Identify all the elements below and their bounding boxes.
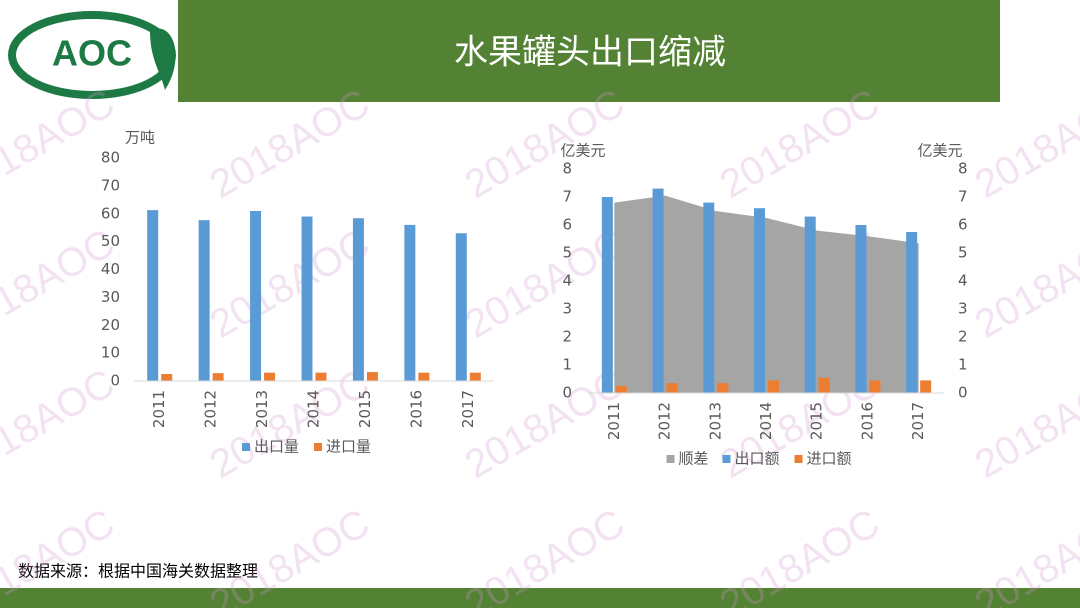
y2-axis-title: 亿美元 (917, 142, 962, 160)
x-tick-label: 2011 (605, 402, 623, 440)
legend-swatch (242, 443, 250, 451)
watermark: 2018AOC (203, 221, 377, 347)
x-tick-label: 2016 (858, 402, 876, 440)
logo: AOC (8, 11, 176, 99)
y2-tick-label: 3 (958, 300, 968, 318)
chart: 0 10 20 30 40 50 60 70 80 万吨 2011 2012 2013 2014 2015 2… (101, 129, 494, 456)
x-tick-label: 2012 (656, 402, 674, 440)
bar (366, 372, 378, 381)
x-tick-label: 2015 (356, 390, 374, 428)
watermark: 2018AOC (968, 361, 1080, 487)
legend-label: 顺差 (679, 450, 709, 468)
bar (717, 383, 729, 393)
legend-swatch (794, 455, 803, 463)
y-tick-label: 40 (101, 260, 120, 278)
y-tick-label: 7 (562, 188, 572, 206)
bar (147, 210, 159, 381)
y2-tick-label: 2 (958, 328, 968, 346)
y-tick-label: 5 (562, 244, 572, 262)
watermark: 2018AOC (0, 361, 122, 487)
bar (455, 233, 467, 381)
y-tick-label: 0 (562, 384, 572, 402)
area (614, 195, 919, 393)
x-tick-label: 2014 (757, 402, 775, 440)
legend-label: 进口量 (326, 438, 371, 456)
y-tick-label: 8 (562, 160, 572, 178)
x-tick-label: 2012 (202, 390, 220, 428)
x-tick-label: 2011 (150, 390, 168, 428)
logo-text: AOC (52, 33, 132, 74)
watermark: 2018AOC (203, 361, 377, 487)
x-tick-label: 2016 (407, 390, 425, 428)
x-tick-label: 2013 (706, 402, 724, 440)
bar (315, 372, 327, 381)
x-tick-label: 2015 (808, 402, 826, 440)
bar (666, 383, 678, 393)
legend-label: 进口额 (807, 450, 852, 468)
bar (161, 374, 173, 381)
bar (418, 372, 430, 381)
y-tick-label: 70 (101, 176, 120, 194)
footer-bar (0, 588, 1080, 608)
source-note: 数据来源：根据中国海关数据整理 (18, 562, 258, 581)
y2-tick-label: 6 (958, 216, 968, 234)
y-tick-label: 1 (562, 356, 572, 374)
y-tick-label: 50 (101, 232, 120, 250)
bar (869, 380, 881, 393)
legend-swatch (666, 455, 675, 463)
y2-tick-label: 1 (958, 356, 968, 374)
x-tick-label: 2014 (305, 390, 323, 428)
bar (469, 372, 481, 381)
y-tick-label: 0 (110, 372, 120, 390)
legend-swatch (722, 455, 731, 463)
bar (906, 232, 918, 393)
y-axis-title: 万吨 (125, 129, 155, 147)
y2-tick-label: 4 (958, 272, 968, 290)
bar (301, 216, 313, 381)
bar (768, 380, 779, 393)
y2-tick-label: 7 (958, 188, 968, 206)
bar (198, 220, 210, 381)
watermark: 2018AOC (968, 221, 1080, 347)
bar (804, 216, 816, 393)
legend-label: 出口额 (735, 450, 780, 468)
bar (703, 202, 715, 393)
y-axis-title: 亿美元 (560, 142, 605, 160)
y-tick-label: 6 (562, 216, 572, 234)
bar (855, 225, 867, 393)
title-bar (178, 0, 1000, 102)
y-tick-label: 80 (101, 149, 120, 167)
y-tick-label: 60 (101, 204, 120, 222)
bar (250, 210, 262, 381)
y-tick-label: 3 (562, 300, 572, 318)
bar (754, 208, 765, 393)
y-tick-label: 4 (562, 272, 572, 290)
bar (352, 218, 364, 381)
legend-label: 出口量 (254, 438, 299, 456)
bar (920, 380, 932, 393)
x-tick-label: 2017 (459, 390, 477, 428)
y-tick-label: 30 (101, 288, 120, 306)
y-tick-label: 2 (562, 328, 572, 346)
bar (818, 377, 830, 393)
bar (212, 373, 224, 381)
x-tick-label: 2017 (909, 402, 927, 440)
legend-swatch (314, 443, 322, 451)
bar (652, 188, 664, 393)
y-tick-label: 20 (101, 316, 120, 334)
y2-tick-label: 0 (958, 384, 968, 402)
bar (615, 386, 627, 393)
y2-tick-label: 5 (958, 244, 968, 262)
slide-title: 水果罐头出口缩减 (454, 33, 726, 73)
bar (404, 224, 416, 381)
y2-tick-label: 8 (958, 160, 968, 178)
y-tick-label: 10 (101, 344, 120, 362)
bar (601, 197, 613, 393)
bar (264, 372, 276, 381)
x-tick-label: 2013 (253, 390, 271, 428)
